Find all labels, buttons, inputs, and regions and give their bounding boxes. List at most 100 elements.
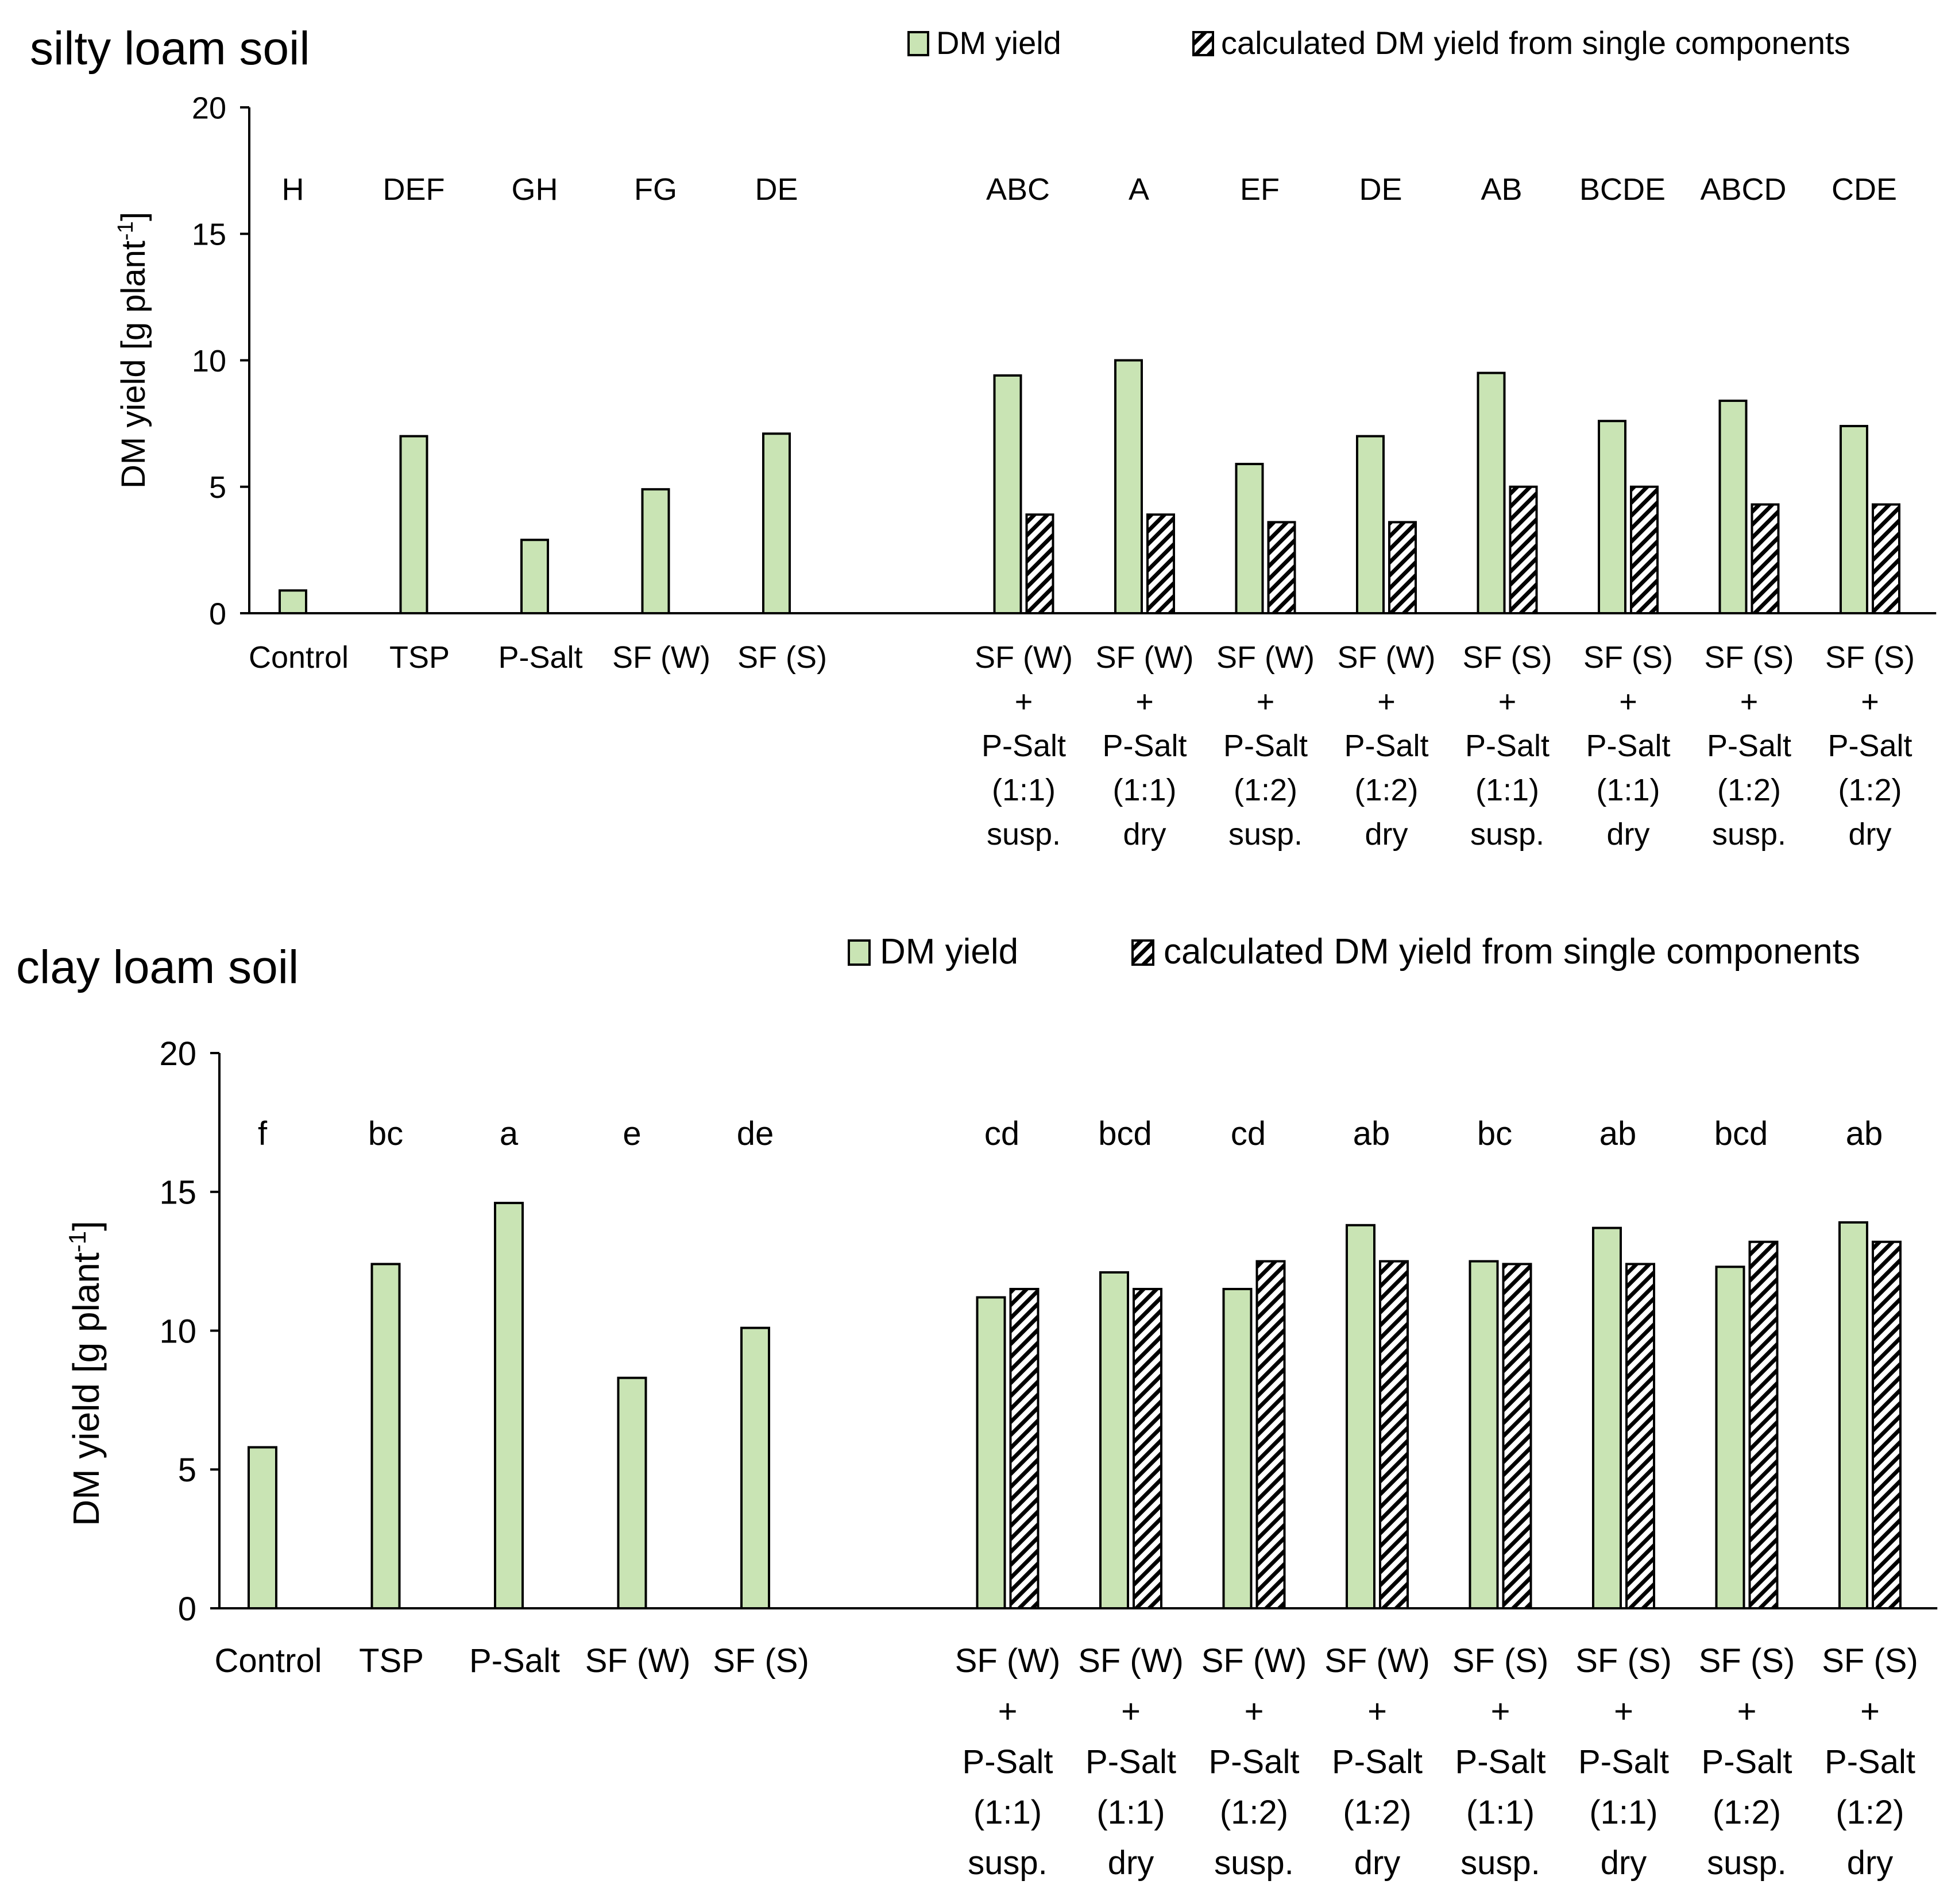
x-tick-label: dry bbox=[1108, 1844, 1154, 1882]
x-tick-label: susp. bbox=[1712, 817, 1786, 852]
x-tick-label: (1:2) bbox=[1838, 773, 1902, 807]
x-tick-label: P-Salt bbox=[1465, 729, 1550, 763]
significance-label: ab bbox=[1353, 1115, 1390, 1152]
x-tick-label: SF (S) bbox=[737, 640, 827, 675]
bar-calculated-dm-yield bbox=[1502, 1263, 1532, 1609]
chart-silty-loam: silty loam soil DM yield calculated DM y… bbox=[30, 22, 1937, 852]
x-tick-label: susp. bbox=[987, 817, 1061, 852]
x-tick-label: dry bbox=[1354, 1844, 1401, 1882]
x-tick-label: P-Salt bbox=[1332, 1743, 1423, 1781]
legend: DM yield calculated DM yield from single… bbox=[907, 25, 1850, 61]
x-tick-label: P-Salt bbox=[982, 729, 1066, 763]
chart-clay-loam: clay loam soil DM yield calculated DM yi… bbox=[16, 932, 1938, 1882]
x-tick-label: SF (W) bbox=[955, 1642, 1061, 1679]
bar-dm-yield bbox=[1469, 1260, 1499, 1609]
x-tick-label: dry bbox=[1365, 817, 1408, 852]
x-tick-label: + bbox=[1135, 684, 1154, 719]
significance-label: ab bbox=[1846, 1115, 1883, 1152]
x-tick-label: SF (W) bbox=[612, 640, 710, 675]
significance-label: ABCD bbox=[1700, 172, 1786, 207]
significance-label: DE bbox=[755, 172, 798, 207]
significance-label: EF bbox=[1240, 172, 1280, 207]
y-axis-label: DM yield [g plant-1] bbox=[64, 1221, 107, 1526]
significance-label: f bbox=[258, 1115, 268, 1152]
y-tick-label: 20 bbox=[192, 91, 226, 125]
x-tick-label: (1:1) bbox=[1096, 1794, 1165, 1831]
bar-dm-yield bbox=[370, 1263, 401, 1609]
x-tick-label: Control bbox=[215, 1642, 322, 1679]
y-tick-label: 20 bbox=[159, 1035, 196, 1073]
x-tick-label: P-Salt bbox=[1578, 1743, 1669, 1781]
x-tick-label: (1:2) bbox=[1354, 773, 1418, 807]
y-tick-label: 0 bbox=[209, 597, 226, 631]
y-axis-label-end: ] bbox=[115, 212, 152, 221]
x-tick-label: P-Salt bbox=[1707, 729, 1791, 763]
x-tick-label: + bbox=[1491, 1693, 1510, 1730]
x-tick-label: SF (W) bbox=[1201, 1642, 1307, 1679]
bar-dm-yield bbox=[1838, 1221, 1868, 1610]
x-tick-label: susp. bbox=[1228, 817, 1303, 852]
x-tick-label: P-Salt bbox=[1209, 1743, 1300, 1781]
y-axis-label-text: DM yield [g plant bbox=[65, 1252, 107, 1526]
bar-dm-yield bbox=[248, 1446, 277, 1610]
bar-calculated-dm-yield bbox=[1872, 503, 1900, 615]
y-axis-ticks: 0 5 10 15 20 bbox=[192, 91, 226, 631]
significance-label: a bbox=[500, 1115, 519, 1152]
bar-dm-yield bbox=[1235, 463, 1264, 614]
bar-dm-yield bbox=[1592, 1226, 1622, 1609]
bar-calculated-dm-yield bbox=[1388, 521, 1417, 614]
significance-label: ab bbox=[1599, 1115, 1637, 1152]
bar-dm-yield bbox=[740, 1326, 770, 1610]
x-tick-label: + bbox=[1498, 684, 1517, 719]
x-tick-label: P-Salt bbox=[1085, 1743, 1176, 1781]
bar-calculated-dm-yield bbox=[1255, 1260, 1286, 1609]
y-axis-label-end: ] bbox=[65, 1221, 107, 1231]
x-tick-label: SF (S) bbox=[1825, 640, 1915, 675]
significance-label: ABC bbox=[986, 172, 1050, 207]
x-tick-label: SF (S) bbox=[713, 1642, 809, 1679]
significance-label: cd bbox=[984, 1115, 1019, 1152]
bar-calculated-dm-yield bbox=[1872, 1240, 1902, 1609]
bar-dm-yield bbox=[1114, 359, 1143, 614]
x-tick-label: dry bbox=[1848, 817, 1891, 852]
bar-dm-yield bbox=[520, 539, 549, 615]
y-tick-label: 10 bbox=[159, 1313, 196, 1350]
x-tick-label: (1:1) bbox=[1475, 773, 1539, 807]
chart-title: silty loam soil bbox=[30, 22, 310, 75]
x-tick-label: SF (S) bbox=[1452, 1642, 1549, 1679]
bar-calculated-dm-yield bbox=[1630, 485, 1659, 614]
significance-label: H bbox=[282, 172, 304, 207]
x-tick-label: (1:1) bbox=[973, 1794, 1042, 1831]
bar-dm-yield bbox=[1840, 425, 1868, 615]
x-tick-label: susp. bbox=[1707, 1844, 1787, 1882]
x-tick-label: (1:1) bbox=[1112, 773, 1176, 807]
x-tick-label: (1:2) bbox=[1234, 773, 1297, 807]
y-tick-label: 15 bbox=[192, 218, 226, 252]
x-tick-label: TSP bbox=[359, 1642, 424, 1679]
x-tick-label: P-Salt bbox=[1827, 729, 1912, 763]
x-tick-label: (1:2) bbox=[1717, 773, 1781, 807]
x-tick-label: + bbox=[1619, 684, 1637, 719]
x-tick-label: P-Salt bbox=[1702, 1743, 1792, 1781]
x-tick-label: P-Salt bbox=[1223, 729, 1308, 763]
bar-dm-yield bbox=[1346, 1224, 1375, 1609]
significance-label: DE bbox=[1359, 172, 1402, 207]
y-tick-label: 5 bbox=[178, 1452, 196, 1489]
legend-swatch-dm-yield bbox=[848, 939, 871, 966]
bar-calculated-dm-yield bbox=[1133, 1287, 1162, 1610]
x-tick-label: SF (S) bbox=[1822, 1642, 1918, 1679]
x-tick-label: susp. bbox=[1470, 817, 1544, 852]
bar-dm-yield bbox=[617, 1376, 647, 1610]
x-tick-label: SF (W) bbox=[1096, 640, 1194, 675]
legend-swatch-calculated bbox=[1131, 939, 1154, 966]
x-tick-label: SF (W) bbox=[585, 1642, 691, 1679]
x-tick-label: P-Salt bbox=[963, 1743, 1053, 1781]
x-tick-label: SF (S) bbox=[1463, 640, 1552, 675]
x-tick-label: SF (W) bbox=[1216, 640, 1315, 675]
y-tick-label: 0 bbox=[178, 1590, 196, 1628]
bar-calculated-dm-yield bbox=[1009, 1287, 1040, 1610]
x-tick-label: + bbox=[1614, 1693, 1633, 1730]
bar-calculated-dm-yield bbox=[1267, 521, 1296, 614]
significance-label: GH bbox=[512, 172, 558, 207]
